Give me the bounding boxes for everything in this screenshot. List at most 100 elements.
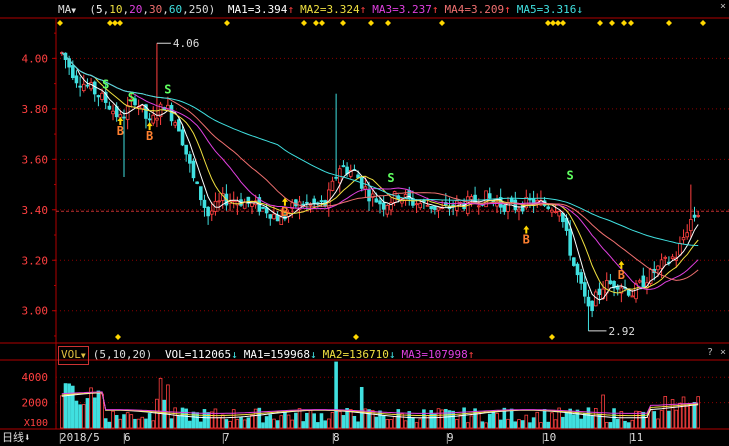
volume-bar xyxy=(520,420,525,429)
volume-bar xyxy=(272,418,276,429)
event-marker-icon xyxy=(549,334,555,340)
period-label: 日线 xyxy=(2,431,24,444)
candle-body xyxy=(656,265,660,271)
volume-bar xyxy=(231,409,236,429)
buy-signal: B xyxy=(281,205,288,219)
volume-bar xyxy=(220,414,225,429)
volume-bar xyxy=(389,419,393,429)
candle-body xyxy=(634,283,638,300)
candle-body xyxy=(612,281,616,289)
period-selector[interactable]: 日线⬇ xyxy=(2,429,31,446)
candle-body xyxy=(85,84,90,87)
ma-value-label: MA4=3.209 xyxy=(444,3,505,16)
candle-body xyxy=(659,259,664,269)
volume-bar xyxy=(107,421,112,429)
volume-bar xyxy=(469,415,474,429)
volume-bar xyxy=(626,422,631,429)
volume-bar xyxy=(92,397,97,429)
arrow-up-icon: ↑ xyxy=(467,348,475,361)
candle-body xyxy=(630,295,635,298)
candle-body xyxy=(487,193,492,199)
volume-bar xyxy=(191,411,196,429)
vol-ma2-line xyxy=(61,391,699,417)
event-marker-icon xyxy=(555,20,561,26)
arrow-down-icon: ↓ xyxy=(388,348,396,361)
volume-bar xyxy=(213,408,218,429)
candle-body xyxy=(663,256,668,259)
event-marker-icon xyxy=(666,20,672,26)
volume-bar xyxy=(407,411,412,429)
close-icon[interactable]: × xyxy=(719,1,727,12)
volume-bar xyxy=(235,419,240,429)
candle-body xyxy=(319,200,324,203)
candle-body xyxy=(553,211,558,214)
close-icon[interactable]: × xyxy=(719,347,727,358)
ma-param-3: 20 xyxy=(129,3,143,16)
volume-bar xyxy=(604,422,609,429)
candle-body xyxy=(597,288,602,295)
candle-body xyxy=(502,204,507,212)
volume-bar xyxy=(433,413,437,429)
ma-dropdown-icon[interactable]: ▼ xyxy=(71,6,77,15)
buy-signal: B xyxy=(523,233,530,247)
candle-body xyxy=(111,110,115,115)
arrow-up-icon: ↑ xyxy=(359,3,367,16)
ma-param-6: 250 xyxy=(188,3,209,16)
volume-bar xyxy=(224,419,229,429)
volume-bar xyxy=(531,417,536,429)
date-tick: | xyxy=(330,431,337,444)
volume-bar xyxy=(341,415,346,429)
volume-bar xyxy=(645,417,649,429)
candle-body xyxy=(348,169,353,177)
event-marker-icon xyxy=(439,20,445,26)
volume-bar xyxy=(539,422,543,429)
date-label: 6 xyxy=(124,431,131,444)
volume-bar xyxy=(74,400,79,429)
candle-body xyxy=(305,201,309,204)
candle-body xyxy=(341,165,346,168)
volume-bar xyxy=(528,422,532,429)
volume-bar xyxy=(641,411,646,429)
volume-bar xyxy=(685,405,689,429)
ma-param-5: 60 xyxy=(168,3,183,16)
candle-body xyxy=(290,202,295,209)
vol-indicator-dropdown[interactable]: VOL▼ xyxy=(58,346,89,365)
candle-body xyxy=(151,114,156,124)
candle-body xyxy=(572,257,576,266)
volume-bar xyxy=(392,416,397,429)
event-marker-icon xyxy=(550,20,556,26)
candle-body xyxy=(195,181,199,184)
volume-bar xyxy=(81,404,86,429)
candle-body xyxy=(469,196,474,200)
sell-signal: S xyxy=(164,83,171,97)
candle-body xyxy=(619,287,624,294)
volume-bar xyxy=(502,407,507,429)
vol-ma3-line xyxy=(61,391,699,414)
candle-body xyxy=(374,198,379,203)
volume-bar xyxy=(348,409,353,429)
volume-bar xyxy=(246,417,251,429)
event-marker-icon xyxy=(112,20,118,26)
candle-body xyxy=(140,105,145,110)
candle-body xyxy=(689,219,693,232)
candle-body xyxy=(586,296,591,307)
ma-indicator-label[interactable]: MA xyxy=(58,3,72,16)
candle-body xyxy=(692,214,697,218)
volume-bar xyxy=(297,408,302,429)
volume-bar xyxy=(451,410,455,429)
help-icon[interactable]: ? xyxy=(706,347,714,358)
volume-bar xyxy=(465,422,470,429)
volume-bar xyxy=(447,410,452,429)
volume-bar xyxy=(264,416,269,429)
price-tick-label: 4.00 xyxy=(22,52,49,65)
candle-body xyxy=(275,214,280,222)
volume-bar xyxy=(312,413,316,429)
candle-body xyxy=(199,186,203,201)
volume-bar xyxy=(476,412,481,429)
event-marker-icon xyxy=(385,20,391,26)
volume-bar xyxy=(173,407,177,429)
ma-value-3: MA3=3.237↑ xyxy=(372,2,438,18)
buy-signal: B xyxy=(618,268,625,282)
candle-body xyxy=(173,122,177,126)
